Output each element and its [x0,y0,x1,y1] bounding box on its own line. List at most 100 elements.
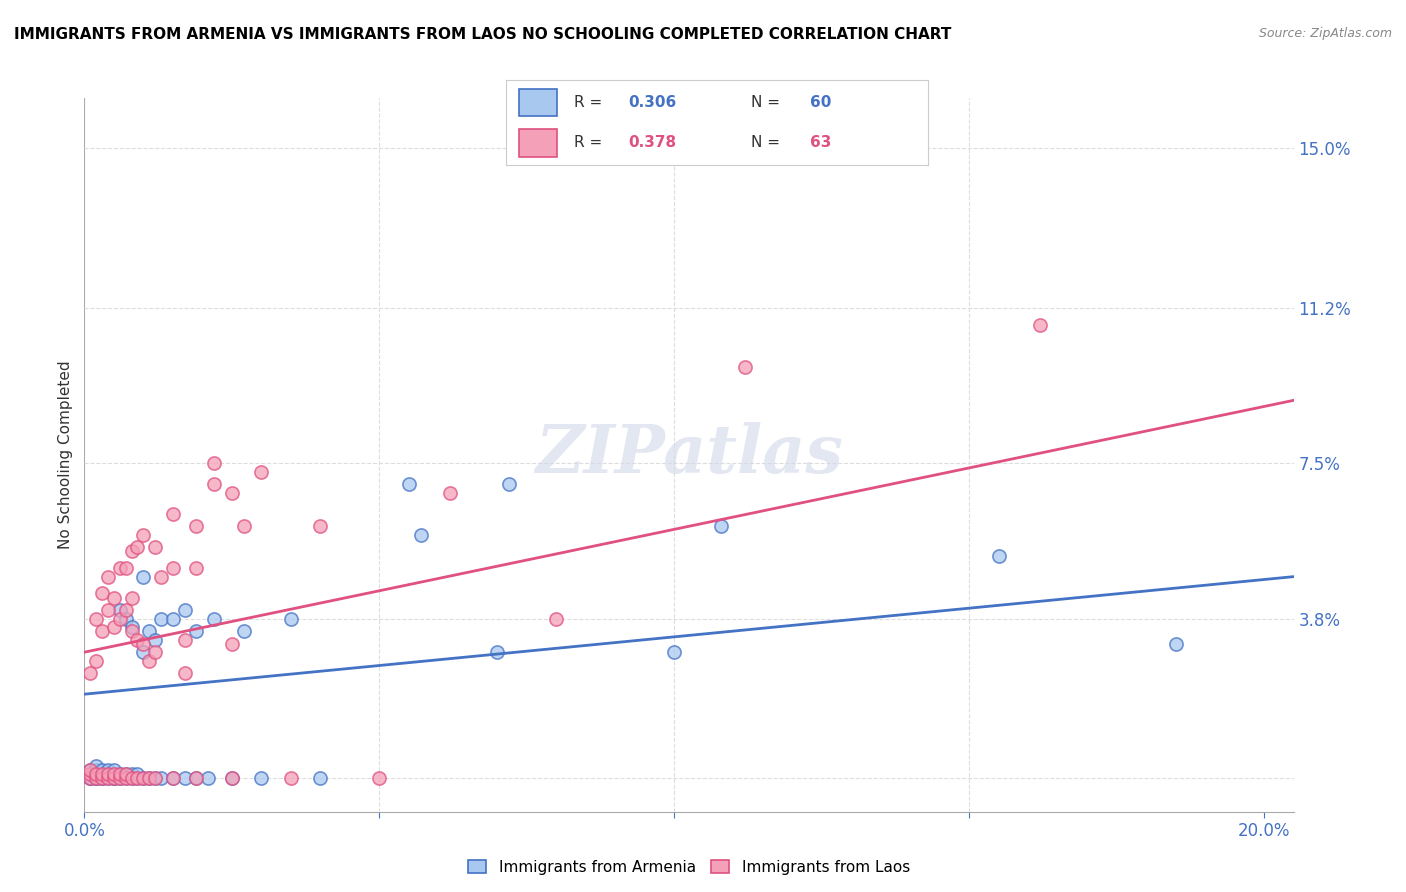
Point [162,771,184,785]
Point [121,591,143,605]
Point [91,771,114,785]
Point [734,359,756,374]
Point [84,654,107,668]
FancyBboxPatch shape [519,129,557,157]
Point [202,612,225,626]
Point [84,767,107,781]
Text: N =: N = [751,95,785,110]
Text: Source: ZipAtlas.com: Source: ZipAtlas.com [1258,27,1392,40]
Point [186,771,208,785]
Point [143,645,166,659]
Point [103,771,125,785]
Point [97,767,120,781]
Legend: Immigrants from Armenia, Immigrants from Laos: Immigrants from Armenia, Immigrants from… [460,852,918,882]
Point [103,767,125,781]
Point [108,771,131,785]
Point [84,771,107,785]
Point [121,624,143,639]
Point [103,763,125,777]
Point [97,771,120,785]
Point [498,477,520,491]
Point [79,771,101,785]
Point [132,637,155,651]
Point [150,771,173,785]
Point [114,767,136,781]
FancyBboxPatch shape [519,89,557,116]
Point [664,645,686,659]
Point [162,561,184,575]
Point [114,767,136,781]
Point [91,586,114,600]
Point [79,767,101,781]
Point [150,612,173,626]
Point [232,624,254,639]
Point [186,771,208,785]
Point [127,541,149,555]
Point [173,666,195,681]
Text: IMMIGRANTS FROM ARMENIA VS IMMIGRANTS FROM LAOS NO SCHOOLING COMPLETED CORRELATI: IMMIGRANTS FROM ARMENIA VS IMMIGRANTS FR… [14,27,952,42]
Point [143,771,166,785]
Point [84,612,107,626]
Point [710,519,733,533]
Point [97,763,120,777]
Point [79,767,101,781]
Point [103,767,125,781]
Point [173,632,195,647]
Point [127,632,149,647]
Point [91,763,114,777]
Point [97,569,120,583]
Point [143,771,166,785]
Point [221,771,243,785]
Point [127,767,149,781]
Point [97,767,120,781]
Point [79,763,101,777]
Point [97,771,120,785]
Point [108,767,131,781]
Point [202,477,225,491]
Point [368,771,391,785]
Text: N =: N = [751,136,785,151]
Point [197,771,219,785]
Point [91,771,114,785]
Point [103,771,125,785]
Point [202,456,225,470]
Point [132,771,155,785]
Point [409,527,432,541]
Point [143,632,166,647]
Point [84,771,107,785]
Point [91,767,114,781]
Point [108,767,131,781]
Point [162,771,184,785]
Point [91,771,114,785]
Point [138,771,160,785]
Point [91,767,114,781]
Point [132,771,155,785]
Point [103,591,125,605]
Point [250,771,273,785]
Point [150,569,173,583]
Point [114,603,136,617]
Point [186,561,208,575]
Point [79,666,101,681]
Point [250,465,273,479]
Point [439,485,461,500]
Point [162,612,184,626]
Point [84,767,107,781]
Point [987,549,1010,563]
Point [221,485,243,500]
Point [398,477,420,491]
Point [173,603,195,617]
Point [84,758,107,772]
Point [121,771,143,785]
Text: 0.306: 0.306 [628,95,676,110]
Text: 60: 60 [810,95,831,110]
Point [121,544,143,558]
Point [127,771,149,785]
Point [173,771,195,785]
Text: 63: 63 [810,136,831,151]
Point [114,612,136,626]
Point [309,519,332,533]
Point [121,767,143,781]
Point [121,771,143,785]
Point [132,527,155,541]
